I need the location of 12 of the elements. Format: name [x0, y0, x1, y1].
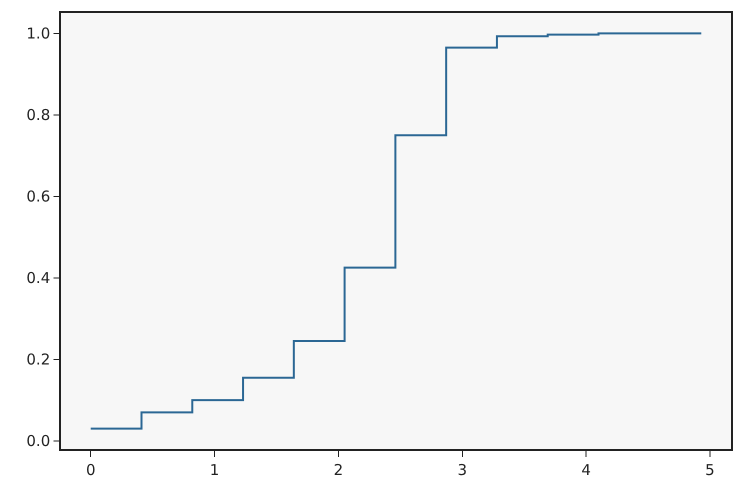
- y-tick-label: 0.2: [26, 350, 50, 369]
- x-tick-label: 1: [210, 460, 220, 479]
- y-tick-label: 0.4: [26, 269, 50, 288]
- x-tick-label: 3: [457, 460, 468, 479]
- x-tick-label: 4: [581, 460, 591, 479]
- y-tick-label: 0.8: [26, 106, 50, 124]
- x-tick-label: 2: [334, 460, 344, 479]
- y-tick-label: 0.6: [26, 188, 50, 206]
- x-tick-label: 5: [705, 460, 715, 479]
- y-tick-label: 0.0: [26, 432, 50, 450]
- y-tick-label: 1.0: [26, 24, 50, 43]
- x-tick-label: 0: [86, 460, 96, 479]
